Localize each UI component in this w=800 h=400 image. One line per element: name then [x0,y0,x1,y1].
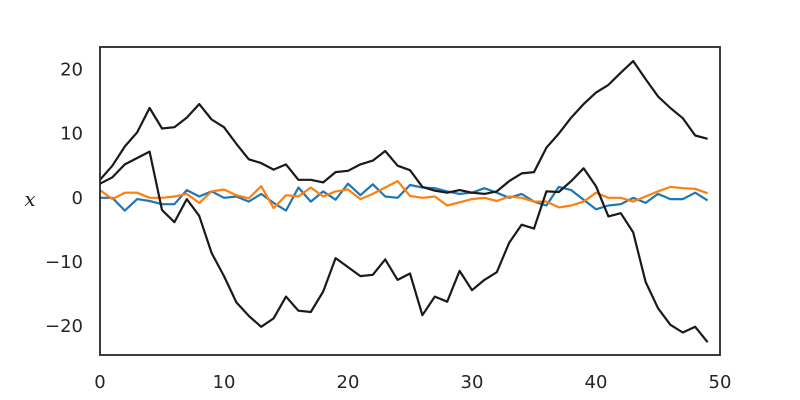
x-tick-label: 30 [461,372,484,393]
ticks-layer: 0 10 20 30 40 50 −20 −10 0 10 20 [45,59,731,393]
y-tick-label: −10 [45,252,83,273]
y-tick-label: 0 [72,188,83,209]
y-axis-label: x [24,187,35,211]
series-line-1 [100,182,709,212]
series-layer [100,59,709,343]
series-line-2 [100,180,708,210]
y-tick-label: 10 [60,124,83,145]
x-tick-label: 40 [585,372,608,393]
y-tick-label: 20 [60,59,83,80]
x-tick-label: 10 [213,372,236,393]
series-line-4 [100,150,709,343]
y-tick-label: −20 [45,316,83,337]
x-tick-label: 20 [337,372,360,393]
series-line-3 [100,59,708,195]
x-tick-label: 0 [94,372,105,393]
x-tick-label: 50 [709,372,732,393]
plot-area-frame [99,46,721,356]
